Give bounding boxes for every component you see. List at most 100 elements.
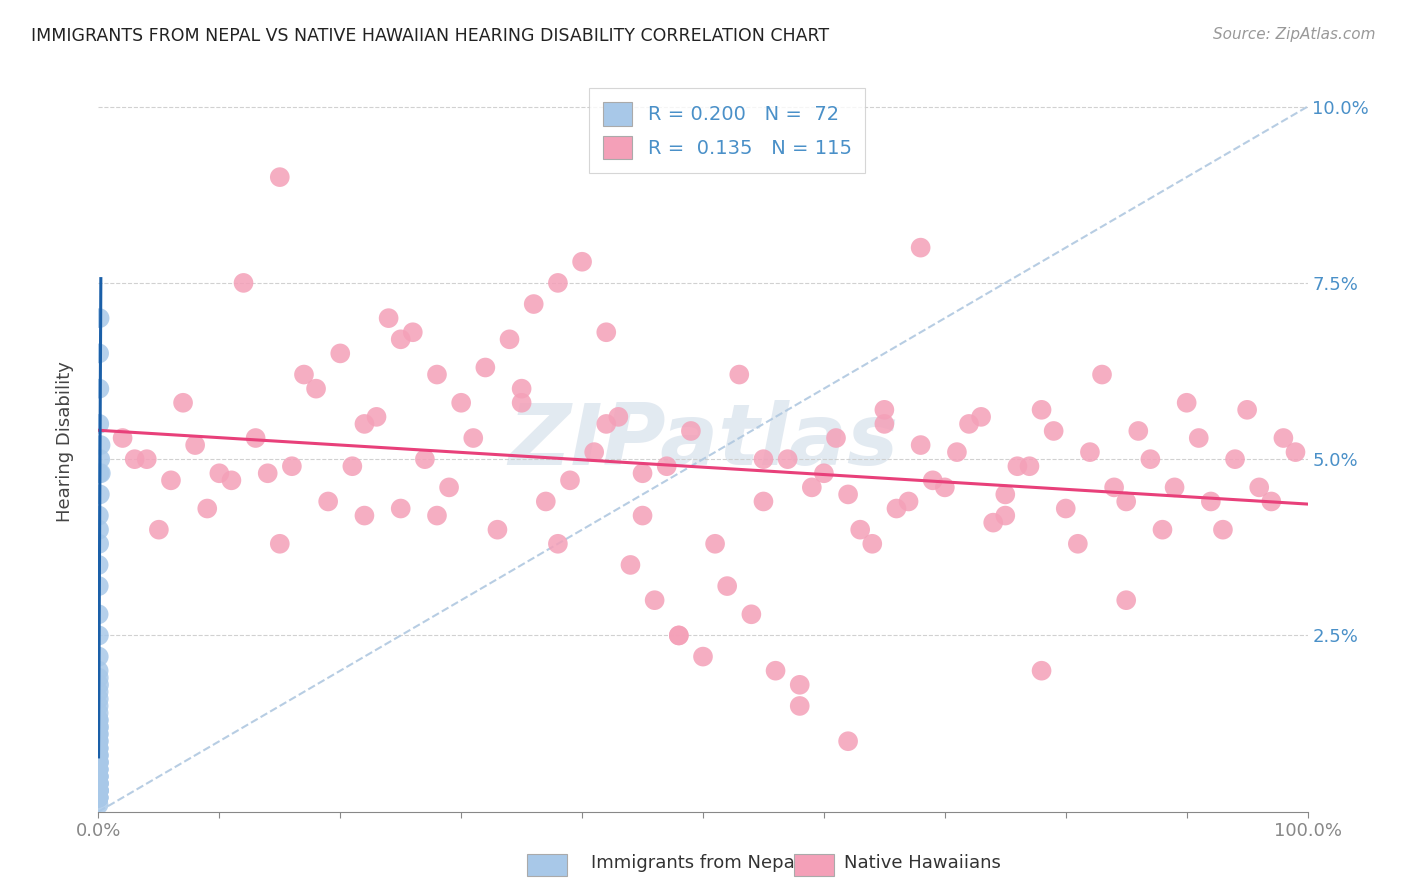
Point xyxy=(595,417,617,431)
Point xyxy=(87,790,110,805)
Point xyxy=(87,713,110,727)
Point xyxy=(1054,501,1077,516)
Point xyxy=(87,692,110,706)
Point xyxy=(87,734,110,748)
Point xyxy=(87,628,110,642)
Point xyxy=(402,325,425,339)
Text: Immigrants from Nepal: Immigrants from Nepal xyxy=(591,855,800,872)
Point xyxy=(1223,452,1246,467)
Point xyxy=(934,480,956,494)
Point xyxy=(87,783,110,797)
Point xyxy=(377,311,399,326)
Point xyxy=(160,473,183,487)
Point xyxy=(437,480,460,494)
Point xyxy=(87,558,110,572)
Point xyxy=(970,409,993,424)
Point xyxy=(994,487,1017,501)
Point xyxy=(981,516,1004,530)
Point xyxy=(1199,494,1222,508)
Point xyxy=(1175,396,1198,410)
Point xyxy=(1031,402,1053,417)
Point xyxy=(463,431,485,445)
Text: ZIPatlas: ZIPatlas xyxy=(508,400,898,483)
Point xyxy=(389,332,412,346)
Point xyxy=(87,783,110,797)
Point xyxy=(87,763,110,777)
Point xyxy=(716,579,738,593)
Point xyxy=(87,756,110,770)
Point xyxy=(90,438,112,452)
Point xyxy=(90,467,112,481)
Point xyxy=(825,431,848,445)
Point xyxy=(87,776,110,790)
Point xyxy=(1188,431,1211,445)
Point xyxy=(1018,459,1040,474)
Text: Source: ZipAtlas.com: Source: ZipAtlas.com xyxy=(1212,27,1375,42)
Point xyxy=(89,467,111,481)
Point xyxy=(292,368,315,382)
Point xyxy=(87,790,110,805)
Point xyxy=(886,501,908,516)
Point xyxy=(221,473,243,487)
Point xyxy=(668,628,690,642)
Point xyxy=(232,276,254,290)
Y-axis label: Hearing Disability: Hearing Disability xyxy=(56,361,75,522)
Point xyxy=(87,523,110,537)
Point xyxy=(728,368,751,382)
Point xyxy=(87,607,110,622)
Point xyxy=(87,783,110,797)
Point xyxy=(87,756,110,770)
Point xyxy=(87,649,110,664)
Point xyxy=(789,698,811,713)
Point xyxy=(1139,452,1161,467)
Point xyxy=(1236,402,1258,417)
Point xyxy=(1284,445,1306,459)
Point xyxy=(583,445,606,459)
Point xyxy=(510,382,533,396)
Point xyxy=(87,790,110,805)
Point xyxy=(111,431,134,445)
Point xyxy=(486,523,509,537)
Point xyxy=(87,508,110,523)
Point xyxy=(1272,431,1295,445)
Point xyxy=(813,467,835,481)
Point xyxy=(1128,424,1150,438)
Point xyxy=(184,438,207,452)
Point xyxy=(1115,494,1137,508)
Point xyxy=(1031,664,1053,678)
Point xyxy=(595,325,617,339)
Point xyxy=(269,170,291,185)
Point xyxy=(87,756,110,770)
Point xyxy=(1078,445,1101,459)
Point xyxy=(342,459,364,474)
Point xyxy=(87,748,110,763)
Point xyxy=(87,769,110,783)
Point xyxy=(87,783,110,797)
Point xyxy=(523,297,546,311)
Point xyxy=(87,783,110,797)
Point xyxy=(353,417,375,431)
Point xyxy=(87,748,110,763)
Point xyxy=(281,459,304,474)
Point xyxy=(87,783,110,797)
Point xyxy=(305,382,328,396)
Point xyxy=(1007,459,1029,474)
Point xyxy=(329,346,352,360)
Point xyxy=(269,537,291,551)
Point xyxy=(800,480,823,494)
Point xyxy=(89,537,111,551)
Point xyxy=(87,741,110,756)
Point xyxy=(87,734,110,748)
Point xyxy=(1115,593,1137,607)
Point xyxy=(87,579,110,593)
Point xyxy=(87,790,110,805)
Point xyxy=(426,508,449,523)
Point xyxy=(1152,523,1174,537)
Point xyxy=(135,452,157,467)
Point xyxy=(752,494,775,508)
Point xyxy=(1042,424,1064,438)
Point xyxy=(87,685,110,699)
Point xyxy=(921,473,943,487)
Point xyxy=(679,424,702,438)
Point xyxy=(692,649,714,664)
